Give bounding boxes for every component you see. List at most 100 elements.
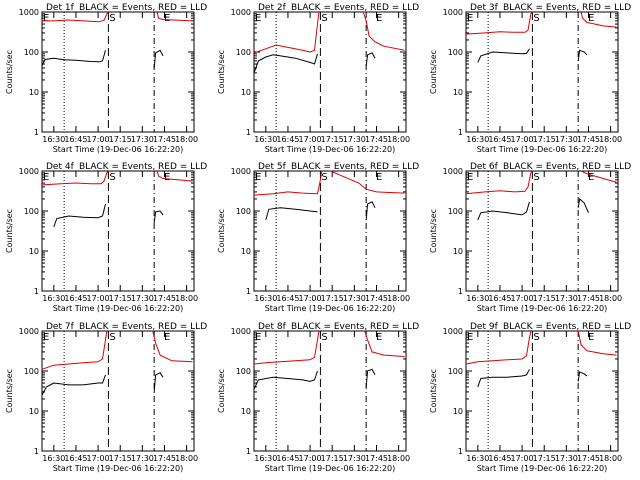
y-axis-label: Counts/sec — [429, 369, 438, 413]
y-tick-label: 10 — [453, 407, 463, 416]
lld-line-seg-2 — [156, 11, 193, 22]
events-line-seg-2 — [365, 368, 376, 387]
plot-frame — [465, 330, 619, 452]
marker-label: E — [43, 13, 49, 24]
x-tick-label: 17:00 — [511, 454, 534, 463]
x-tick-label: 17:00 — [511, 294, 534, 303]
panel-det-1f: Det 1f BLACK = Events, RED = LLD 1 10 100 10… — [5, 3, 207, 154]
events-line-seg-1 — [477, 201, 530, 221]
marker-label: E — [255, 13, 261, 24]
lld-line-seg-2 — [580, 170, 617, 183]
events-line-seg-2 — [153, 210, 164, 224]
x-tick-label: 16:30 — [254, 454, 277, 463]
x-tick-label: 17:45 — [577, 135, 600, 144]
x-tick-label: 17:30 — [343, 294, 366, 303]
y-tick-label: 10 — [29, 88, 39, 97]
y-tick-label: 100 — [448, 48, 463, 57]
marker-label: E — [376, 172, 382, 183]
lld-line-seg-2 — [364, 330, 405, 357]
events-line-seg-2 — [153, 49, 164, 68]
events-line-seg-1 — [41, 374, 106, 396]
y-tick-label: 100 — [24, 48, 39, 57]
y-tick-label: 1000 — [443, 8, 463, 17]
marker-label: E — [467, 13, 473, 24]
lld-line-seg-1 — [41, 170, 109, 186]
events-line-seg-2 — [577, 49, 588, 61]
panel-title: Det 9f — [470, 322, 499, 332]
marker-label: E — [376, 332, 382, 343]
y-axis-label: Counts/sec — [5, 369, 14, 413]
x-tick-label: 18:00 — [175, 454, 198, 463]
y-tick-label: 1 — [246, 128, 251, 137]
y-axis-label: Counts/sec — [5, 209, 14, 253]
panel-det-5f: Det 5f BLACK = Events, RED = LLD 1 10 100 10… — [217, 162, 419, 313]
panel-det-7f: Det 7f BLACK = Events, RED = LLD 1 10 100 10… — [5, 322, 207, 473]
x-tick-label: 17:00 — [299, 135, 322, 144]
marker-label: S — [321, 332, 327, 343]
x-tick-label: 16:30 — [466, 454, 489, 463]
x-tick-label: 16:45 — [64, 135, 87, 144]
x-tick-label: 17:00 — [87, 135, 110, 144]
marker-label: E — [588, 172, 594, 183]
panel-title: Det 5f — [258, 162, 287, 172]
x-tick-label: 17:30 — [555, 454, 578, 463]
y-tick-label: 1000 — [443, 327, 463, 336]
x-tick-label: 16:30 — [42, 294, 65, 303]
lld-line-seg-1 — [465, 330, 532, 365]
events-line-seg-2 — [365, 201, 376, 220]
events-line-seg-2 — [577, 371, 588, 382]
plot-frame — [253, 330, 407, 452]
y-tick-label: 10 — [241, 88, 251, 97]
y-tick-label: 1 — [458, 128, 463, 137]
panel-title-suffix: BLACK = Events, RED = LLD — [291, 322, 419, 332]
panel-title: Det 7f — [46, 322, 75, 332]
lld-line-seg-2 — [156, 170, 193, 182]
x-tick-label: 17:00 — [299, 294, 322, 303]
x-tick-label: 17:15 — [109, 135, 132, 144]
x-tick-label: 17:45 — [153, 454, 176, 463]
marker-label: E — [376, 13, 382, 24]
y-tick-label: 1000 — [19, 167, 39, 176]
x-tick-label: 16:30 — [254, 135, 277, 144]
marker-label: S — [109, 172, 115, 183]
y-tick-label: 1 — [246, 447, 251, 456]
panel-title-suffix: BLACK = Events, RED = LLD — [503, 162, 631, 172]
lld-line-seg-2 — [362, 11, 405, 51]
y-tick-label: 100 — [236, 207, 251, 216]
x-tick-label: 17:15 — [321, 454, 344, 463]
x-tick-label: 18:00 — [175, 294, 198, 303]
lld-line-seg-1 — [253, 330, 320, 365]
plot-frame — [253, 11, 407, 133]
panel-det-6f: Det 6f BLACK = Events, RED = LLD 1 10 100 10… — [429, 162, 631, 313]
marker-label: E — [588, 332, 594, 343]
x-tick-label: 17:30 — [131, 294, 154, 303]
x-axis-label: Start Time (19-Dec-06 16:22:20) — [265, 145, 396, 154]
x-tick-label: 18:00 — [599, 454, 622, 463]
marker-label: E — [467, 172, 473, 183]
lld-line-seg-1 — [253, 11, 320, 54]
y-tick-label: 1 — [458, 287, 463, 296]
panel-det-8f: Det 8f BLACK = Events, RED = LLD 1 10 100 10… — [217, 322, 419, 473]
y-tick-label: 10 — [241, 247, 251, 256]
marker-label: E — [164, 172, 170, 183]
x-tick-label: 17:00 — [87, 294, 110, 303]
x-tick-label: 17:30 — [343, 135, 366, 144]
panel-title-suffix: BLACK = Events, RED = LLD — [79, 162, 207, 172]
x-tick-label: 16:45 — [488, 294, 511, 303]
marker-label: E — [164, 13, 170, 24]
marker-label: S — [533, 13, 539, 24]
x-tick-label: 17:45 — [365, 454, 388, 463]
y-tick-label: 1000 — [231, 8, 251, 17]
x-tick-label: 18:00 — [387, 135, 410, 144]
y-tick-label: 10 — [453, 247, 463, 256]
panel-title-suffix: BLACK = Events, RED = LLD — [79, 322, 207, 332]
events-line-seg-1 — [41, 50, 106, 67]
x-tick-label: 16:45 — [276, 135, 299, 144]
y-tick-label: 1000 — [231, 327, 251, 336]
lld-line-seg-1 — [465, 170, 533, 195]
panel-det-3f: Det 3f BLACK = Events, RED = LLD 1 10 100 10… — [429, 3, 631, 154]
lld-line-seg-2 — [577, 330, 617, 356]
panel-title: Det 8f — [258, 322, 287, 332]
x-tick-label: 17:15 — [321, 135, 344, 144]
x-tick-label: 16:45 — [488, 454, 511, 463]
